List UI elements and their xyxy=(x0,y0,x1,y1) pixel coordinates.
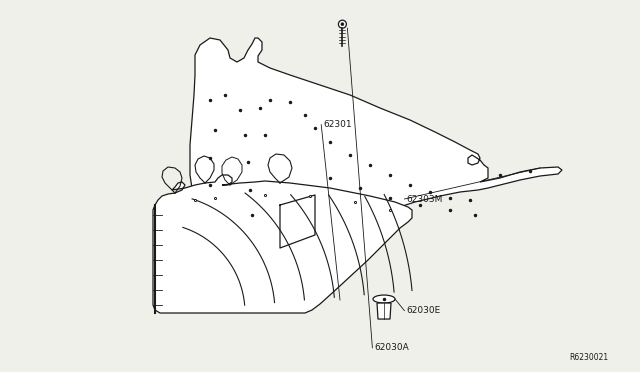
Polygon shape xyxy=(377,303,391,319)
Polygon shape xyxy=(190,38,562,278)
Ellipse shape xyxy=(373,295,395,303)
Text: 62303M: 62303M xyxy=(406,195,443,203)
Circle shape xyxy=(341,23,344,26)
Text: R6230021: R6230021 xyxy=(569,353,608,362)
Text: 62301: 62301 xyxy=(323,120,352,129)
Polygon shape xyxy=(153,175,412,313)
Text: 62030E: 62030E xyxy=(406,306,441,315)
Circle shape xyxy=(339,20,346,28)
Text: 62030A: 62030A xyxy=(374,343,409,352)
